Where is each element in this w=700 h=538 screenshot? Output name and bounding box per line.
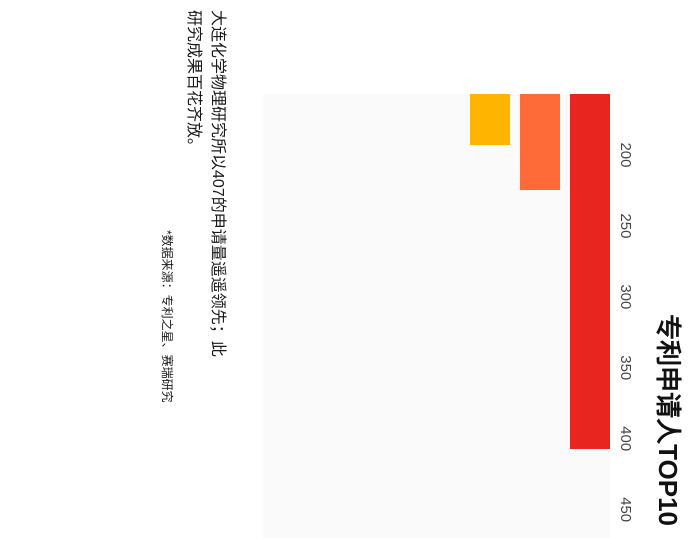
bar [470, 94, 510, 145]
axis-tick: 300 [617, 284, 634, 309]
page-title: 专利申请人TOP10 [651, 0, 688, 526]
axis-tick: 350 [617, 355, 634, 380]
bar [520, 94, 560, 190]
axis-tick: 250 [617, 213, 634, 238]
axis-tick: 200 [617, 142, 634, 167]
caption-line-1: 大连化学物理研究所以407的申请量遥遥领先；此 [208, 10, 232, 538]
axis-tick: 400 [617, 426, 634, 451]
data-source: *数据来源：专利之星、赛瑞研究 [159, 230, 176, 403]
bar [570, 94, 610, 449]
bar-chart: 200250300350400450 [263, 94, 610, 538]
caption-line-2: 研究成果百花齐放。 [184, 10, 208, 538]
axis-tick: 450 [617, 497, 634, 522]
